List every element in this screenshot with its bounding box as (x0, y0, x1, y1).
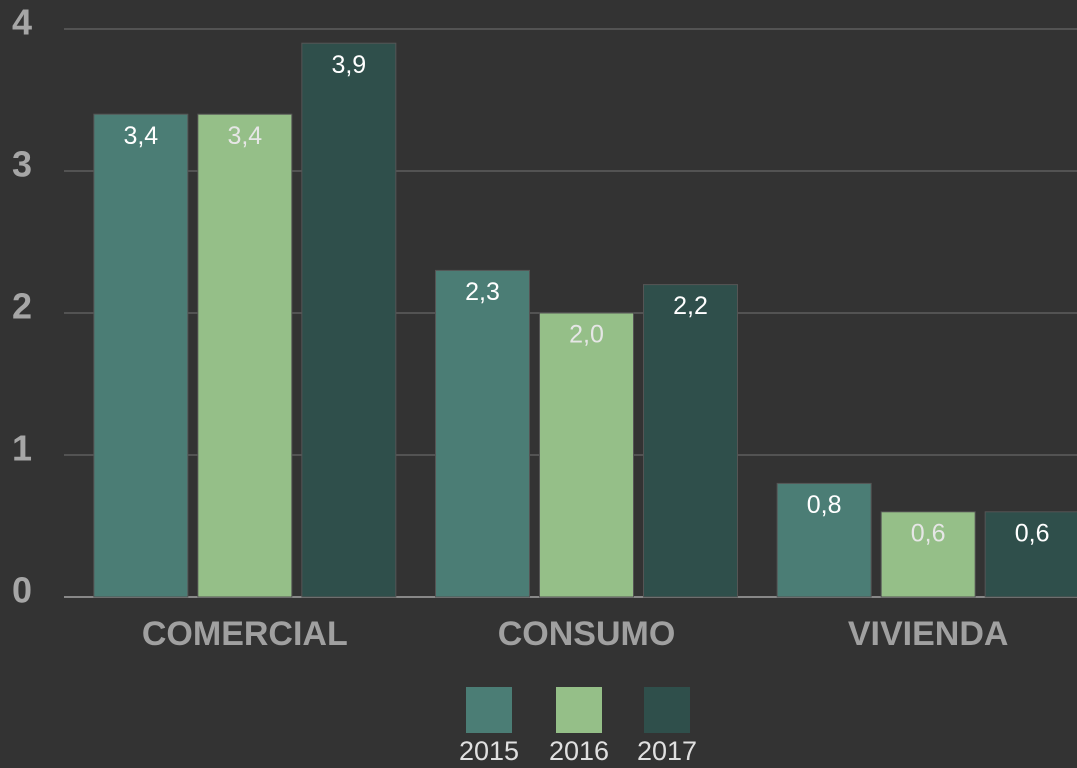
value-label: 2,0 (569, 321, 604, 349)
bar (93, 113, 189, 598)
bar (880, 511, 976, 598)
bar (643, 284, 738, 598)
legend-swatch (644, 687, 690, 733)
bar (197, 113, 293, 598)
value-label: 0,6 (911, 519, 946, 547)
bar (301, 42, 397, 598)
y-tick-label: 1 (12, 428, 32, 469)
x-tick-label: CONSUMO (498, 615, 676, 653)
y-tick-label: 4 (12, 2, 32, 43)
legend-swatch (556, 687, 602, 733)
value-label: 2,3 (465, 278, 500, 306)
y-tick-label: 3 (12, 144, 32, 185)
bar (776, 482, 872, 598)
y-tick-label: 0 (12, 570, 32, 611)
y-tick-label: 2 (12, 286, 32, 327)
value-label: 0,6 (1015, 519, 1050, 547)
legend-label: 2016 (549, 736, 609, 766)
x-tick-label: COMERCIAL (142, 615, 348, 653)
value-label: 3,9 (331, 51, 366, 79)
value-label: 0,8 (807, 491, 842, 519)
bar (539, 312, 634, 598)
bar (435, 269, 530, 598)
legend-label: 2015 (459, 736, 519, 766)
legend-label: 2017 (637, 736, 697, 766)
value-label: 2,2 (673, 292, 708, 320)
bar (984, 511, 1077, 598)
legend-swatch (466, 687, 512, 733)
x-tick-label: VIVIENDA (848, 615, 1009, 653)
value-label: 3,4 (227, 122, 262, 150)
value-label: 3,4 (123, 122, 158, 150)
